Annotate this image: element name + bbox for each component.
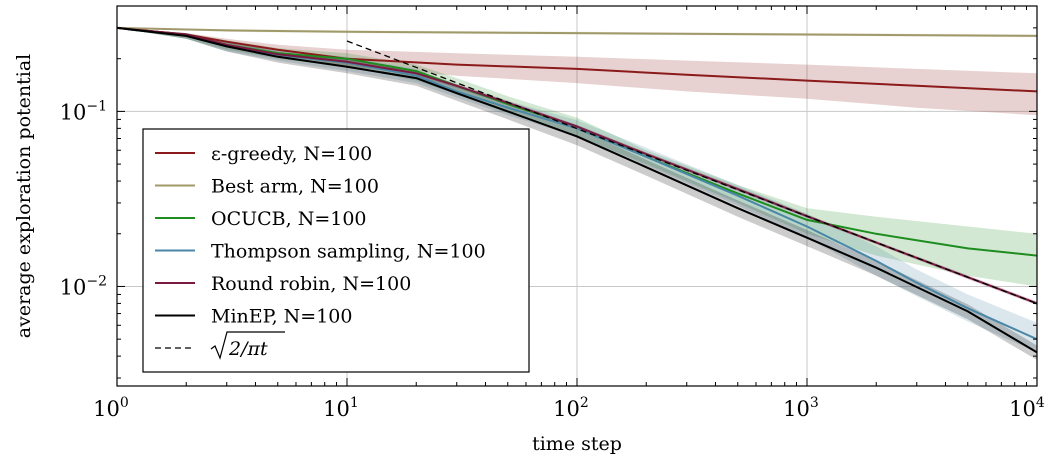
x-tick-label-2: 102 [553,395,589,421]
legend-label-4: Round robin, N=100 [211,273,411,295]
tick-labels: 100 101 102 103 104 10−1 10−2 [60,98,1045,421]
line-series-0 [117,26,1037,93]
y-axis-label: average exploration potential [13,54,35,338]
line-series-6 [346,40,1037,305]
x-axis-label: time step [532,433,622,455]
x-tick-label-1: 101 [323,395,359,421]
band-series-2 [117,27,1037,287]
legend-box [142,128,530,373]
axis-ticks [116,5,1037,386]
legend-label-6: 2/πt [228,338,268,360]
x-tick-label-3: 103 [783,395,819,421]
legend-label-5: MinEP, N=100 [211,306,352,328]
band-series-0 [117,27,1037,116]
radical-sign [210,331,285,360]
x-tick-label-4: 104 [1009,395,1045,421]
line-series-1 [117,26,1037,37]
y-tick-label-0: 10−1 [60,98,107,124]
legend-label-1: Best arm, N=100 [211,176,379,198]
legend: ε-greedy, N=100 Best arm, N=100 OCUCB, N=1… [142,128,530,373]
legend-label-2: OCUCB, N=100 [211,208,367,230]
legend-label-3: Thompson sampling, N=100 [211,241,486,263]
x-tick-label-0: 100 [93,395,129,421]
line-series-5 [117,26,1037,354]
series-lines [117,26,1037,354]
y-tick-label-1: 10−2 [60,273,107,299]
legend-label-0: ε-greedy, N=100 [211,143,372,165]
